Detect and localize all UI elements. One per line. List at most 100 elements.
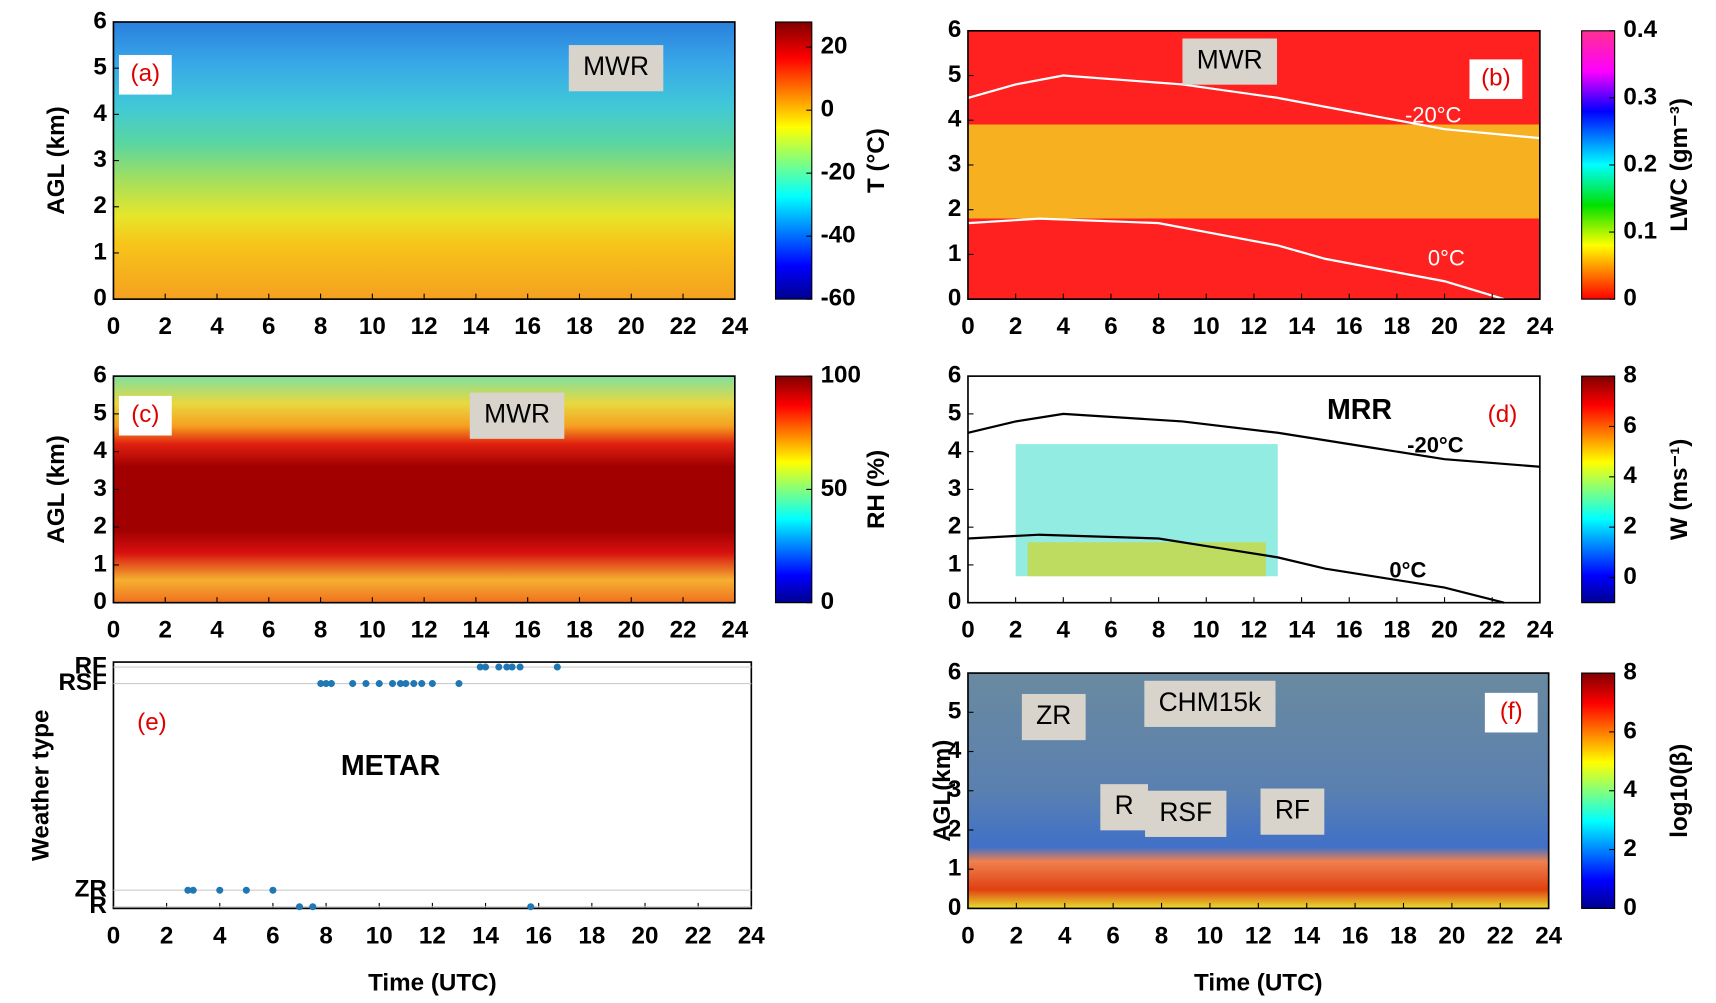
x-tick-label: 10 <box>359 313 386 340</box>
field <box>113 376 735 603</box>
x-tick-label: 2 <box>1010 922 1023 949</box>
y-tick-label: 6 <box>93 7 106 34</box>
x-axis-label: Time (UTC) <box>368 970 497 997</box>
x-tick-label: 20 <box>1438 922 1465 949</box>
colorbar-tick-label: 0 <box>1623 894 1636 921</box>
colorbar-tick-label: 0 <box>821 96 834 123</box>
point <box>184 886 192 894</box>
x-tick-label: 12 <box>1240 617 1267 644</box>
x-tick-label: 8 <box>314 617 327 644</box>
y-tick-label: RSF <box>58 669 106 696</box>
panel-label-box <box>1469 59 1523 99</box>
x-tick-label: 0 <box>961 922 974 949</box>
y-tick-label: 0 <box>948 285 961 312</box>
x-tick-label: 18 <box>566 313 593 340</box>
colorbar-tick-label: 100 <box>821 362 861 389</box>
y-tick-label: 2 <box>948 815 961 842</box>
colorbar <box>1581 375 1616 604</box>
x-tick-label: 24 <box>1526 313 1553 340</box>
isotherm <box>967 217 1505 301</box>
x-tick-label: 10 <box>1196 922 1223 949</box>
colorbar-tick-label: 0 <box>1623 285 1636 312</box>
x-tick-label: 16 <box>1336 617 1363 644</box>
colorbar <box>774 375 813 604</box>
x-tick-label: 18 <box>1383 617 1410 644</box>
y-tick-label: RF <box>75 652 107 679</box>
annotation-box <box>1100 784 1148 831</box>
x-tick-label: 6 <box>262 313 275 340</box>
panel-label: (f) <box>1500 698 1523 725</box>
y-axis-label: Weather type <box>27 710 54 861</box>
y-tick-label: 4 <box>93 100 107 127</box>
y-tick-label: 6 <box>93 362 106 389</box>
x-tick-label: 10 <box>359 617 386 644</box>
x-tick-label: 8 <box>319 922 332 949</box>
annotation: MWR <box>484 399 550 429</box>
y-tick-label: 1 <box>948 855 961 882</box>
x-tick-label: 18 <box>578 922 605 949</box>
point <box>402 680 410 688</box>
point <box>388 680 397 688</box>
panel-label-box <box>1476 395 1529 436</box>
point <box>553 663 561 671</box>
x-tick-label: 22 <box>670 617 697 644</box>
colorbar-label: log10(β) <box>1666 744 1693 838</box>
point <box>508 663 516 671</box>
y-tick-label: 0 <box>93 588 106 615</box>
y-tick-label: 6 <box>948 658 961 685</box>
y-tick-label: 0 <box>948 588 961 615</box>
x-tick-label: 2 <box>160 922 173 949</box>
x-tick-label: 8 <box>1152 617 1165 644</box>
y-tick-label: 2 <box>948 513 961 540</box>
x-tick-label: 12 <box>411 313 438 340</box>
x-tick-label: 20 <box>1431 617 1458 644</box>
annotation: RF <box>1275 795 1310 825</box>
x-tick-label: 14 <box>1288 617 1315 644</box>
colorbar-tick-label: 2 <box>1623 835 1636 862</box>
x-tick-label: 24 <box>1535 922 1562 949</box>
x-tick-label: 10 <box>1193 313 1220 340</box>
colorbar-tick-label: 0.2 <box>1623 150 1657 177</box>
colorbar-tick-label: 4 <box>1623 776 1637 803</box>
x-tick-label: 12 <box>411 617 438 644</box>
colorbar-tick-label: 20 <box>821 33 848 60</box>
annotation: R <box>1115 790 1134 820</box>
annotation: MRR <box>1327 394 1392 426</box>
annotation-box <box>1260 788 1325 835</box>
x-tick-label: 20 <box>618 617 645 644</box>
x-tick-label: 14 <box>1288 313 1315 340</box>
annotation: CHM15k <box>1159 687 1262 717</box>
x-tick-label: 22 <box>1479 617 1506 644</box>
y-tick-label: 5 <box>948 61 961 88</box>
colorbar-tick-label: -20 <box>821 159 856 186</box>
x-tick-label: 14 <box>462 617 489 644</box>
y-tick-label: 4 <box>948 437 962 464</box>
y-tick-label: 4 <box>948 737 962 764</box>
x-tick-label: 18 <box>1383 313 1410 340</box>
x-tick-label: 12 <box>419 922 446 949</box>
x-tick-label: 18 <box>566 617 593 644</box>
x-tick-label: 16 <box>1342 922 1369 949</box>
point <box>495 663 503 671</box>
x-axis-label: Time (UTC) <box>1194 970 1323 997</box>
annotation: ZR <box>1036 700 1071 730</box>
x-tick-label: 6 <box>1104 617 1117 644</box>
x-tick-label: 16 <box>514 313 541 340</box>
y-tick-label: 3 <box>93 475 106 502</box>
point <box>396 680 405 688</box>
y-tick-label: 2 <box>93 513 106 540</box>
x-tick-label: 22 <box>670 313 697 340</box>
colorbar-tick-label: 0.1 <box>1623 217 1657 244</box>
point <box>476 663 484 671</box>
x-tick-label: 16 <box>525 922 552 949</box>
x-tick-label: 24 <box>1526 617 1553 644</box>
y-tick-label: 3 <box>948 150 961 177</box>
panel-label: (e) <box>137 709 167 736</box>
x-tick-label: 6 <box>262 617 275 644</box>
x-tick-label: 4 <box>213 922 227 949</box>
x-tick-label: 6 <box>1106 922 1119 949</box>
point <box>362 680 370 688</box>
isotherm <box>967 533 1505 604</box>
point <box>327 680 335 688</box>
